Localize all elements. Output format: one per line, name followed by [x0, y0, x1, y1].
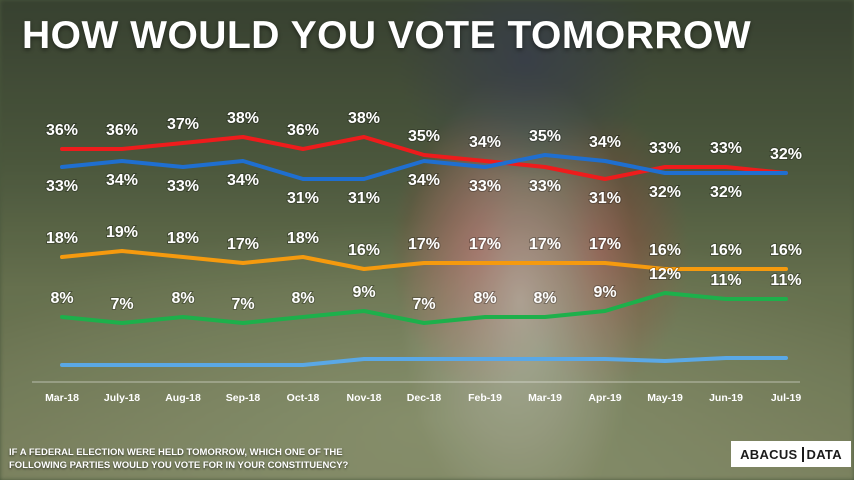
x-tick-label: Apr-19: [588, 392, 621, 404]
logo-part-2: DATA: [801, 446, 842, 462]
data-label: 8%: [50, 290, 73, 307]
data-label: 32%: [649, 184, 681, 201]
survey-question-line-2: FOLLOWING PARTIES WOULD YOU VOTE FOR IN …: [9, 460, 349, 471]
series-line-5: [60, 356, 788, 367]
data-label: 8%: [171, 290, 194, 307]
data-label: 31%: [287, 190, 319, 207]
data-label: 8%: [473, 290, 496, 307]
data-label: 33%: [710, 140, 742, 157]
series-line-1: [60, 135, 788, 181]
data-label: 17%: [227, 236, 259, 253]
x-tick-label: May-19: [647, 392, 683, 404]
x-tick-label: July-18: [104, 392, 140, 404]
data-label: 16%: [348, 242, 380, 259]
data-label: 36%: [46, 122, 78, 139]
data-label: 18%: [46, 230, 78, 247]
data-label: 12%: [649, 266, 681, 283]
x-tick-label: Aug-18: [165, 392, 201, 404]
x-tick-label: Nov-18: [346, 392, 381, 404]
data-label: 33%: [46, 178, 78, 195]
data-label: 34%: [408, 172, 440, 189]
data-label: 11%: [710, 272, 741, 289]
data-label: 33%: [529, 178, 561, 195]
data-label: 33%: [167, 178, 199, 195]
x-tick-label: Jun-19: [709, 392, 743, 404]
data-label: 18%: [167, 230, 199, 247]
x-tick-label: Jul-19: [771, 392, 802, 404]
abacus-data-logo: ABACUS DATA: [731, 441, 851, 467]
data-label: 32%: [710, 184, 742, 201]
data-label: 34%: [106, 172, 138, 189]
data-label: 18%: [287, 230, 319, 247]
data-label: 32%: [770, 146, 802, 163]
data-label: 7%: [412, 296, 435, 313]
series-line-2: [60, 153, 788, 181]
data-label: 16%: [710, 242, 742, 259]
series-lines: [60, 135, 788, 367]
data-label: 38%: [227, 110, 259, 127]
data-label: 35%: [529, 128, 561, 145]
data-label: 8%: [533, 290, 556, 307]
data-label: 16%: [770, 242, 802, 259]
data-label: 16%: [649, 242, 681, 259]
data-label: 7%: [231, 296, 254, 313]
x-tick-label: Mar-19: [528, 392, 562, 404]
data-label: 8%: [291, 290, 314, 307]
data-label: 11%: [770, 272, 801, 289]
data-label: 7%: [110, 296, 133, 313]
chart-title: HOW WOULD YOU VOTE TOMORROW: [22, 14, 752, 57]
data-label: 38%: [348, 110, 380, 127]
x-tick-label: Oct-18: [287, 392, 320, 404]
data-label: 17%: [408, 236, 440, 253]
data-label: 36%: [287, 122, 319, 139]
data-label: 9%: [593, 284, 616, 301]
series-line-3: [60, 249, 788, 271]
data-label: 17%: [589, 236, 621, 253]
survey-question: IF A FEDERAL ELECTION WERE HELD TOMORROW…: [9, 446, 479, 472]
data-label: 36%: [106, 122, 138, 139]
data-label: 31%: [348, 190, 380, 207]
survey-question-line-1: IF A FEDERAL ELECTION WERE HELD TOMORROW…: [9, 447, 343, 458]
data-label: 19%: [106, 224, 138, 241]
data-label: 34%: [227, 172, 259, 189]
x-tick-label: Sep-18: [226, 392, 261, 404]
x-tick-label: Mar-18: [45, 392, 79, 404]
data-label: 17%: [529, 236, 561, 253]
data-label: 17%: [469, 236, 501, 253]
data-label: 34%: [469, 134, 501, 151]
data-label: 34%: [589, 134, 621, 151]
data-label: 31%: [589, 190, 621, 207]
data-label: 9%: [352, 284, 375, 301]
x-tick-label: Dec-18: [407, 392, 442, 404]
series-line-4: [60, 291, 788, 325]
data-labels: 36% 36% 37% 38% 36% 38% 35% 34% 33% 31% 33% 33% 32% 3…: [45, 109, 803, 314]
data-label: 37%: [167, 116, 199, 133]
x-axis-ticks: Mar-18 July-18 Aug-18 Sep-18 Oct-18 Nov-18 Dec…: [45, 392, 801, 404]
data-label: 33%: [649, 140, 681, 157]
x-tick-label: Feb-19: [468, 392, 502, 404]
logo-part-1: ABACUS: [740, 446, 798, 462]
data-label: 33%: [469, 178, 501, 195]
data-label: 35%: [408, 128, 440, 145]
